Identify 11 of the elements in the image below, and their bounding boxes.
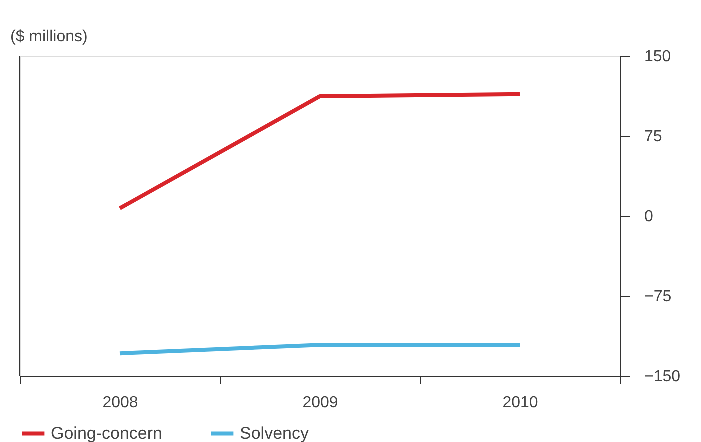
legend-label: Solvency xyxy=(240,424,310,442)
legend-label: Going-concern xyxy=(51,424,163,442)
y-tick-label: 0 xyxy=(644,208,654,226)
y-axis-title: ($ millions) xyxy=(10,28,88,46)
y-tick-label: 150 xyxy=(644,48,672,66)
y-tick-label: −75 xyxy=(644,288,672,306)
y-tick-label: 75 xyxy=(644,128,662,146)
y-tick-label: −150 xyxy=(644,368,681,386)
x-tick-label: 2008 xyxy=(102,394,138,412)
x-tick-label: 2009 xyxy=(302,394,338,412)
x-tick-label: 2010 xyxy=(502,394,538,412)
